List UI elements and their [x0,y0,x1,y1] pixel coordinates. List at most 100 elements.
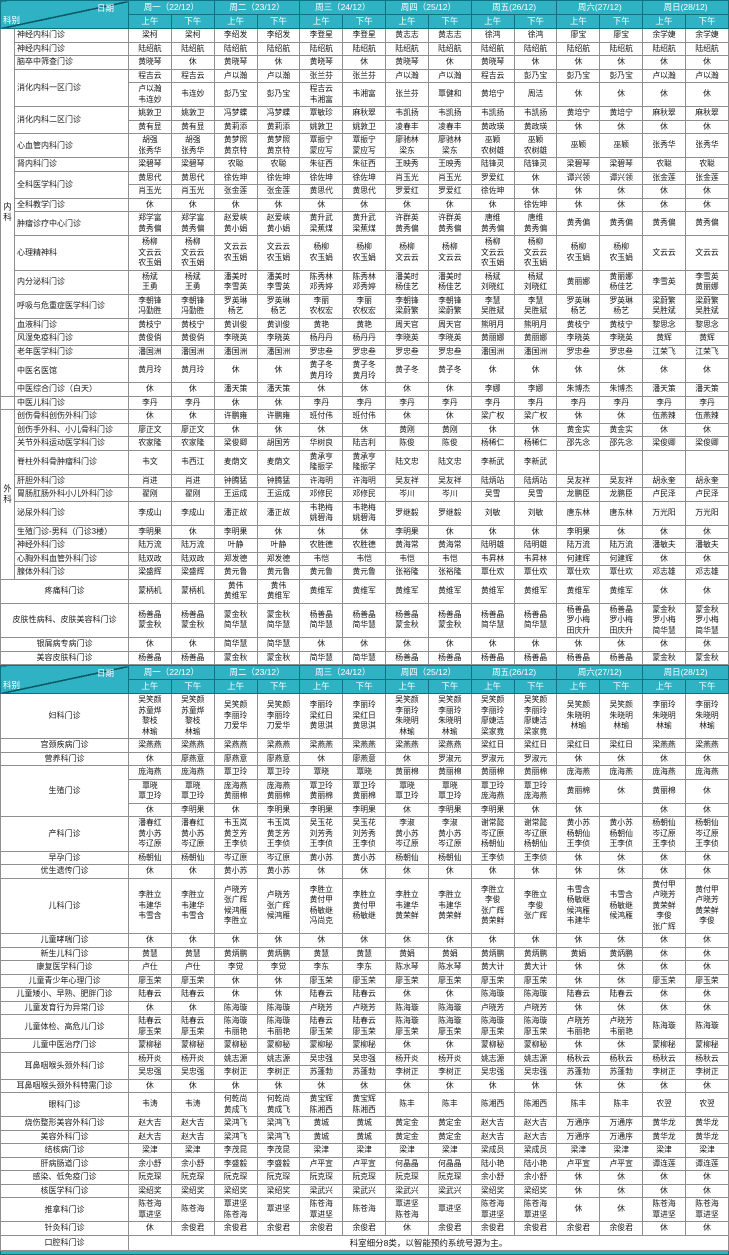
schedule-cell: 黄小苏 [256,864,301,879]
roster-row: 早孕门诊 杨朝仙 杨朝仙 岑辽原 岑辽原 黄小苏 黄小苏 杨朝仙 杨朝仙 王李侦 王李侦休休休休 [0,850,729,865]
schedule-cell: 王映秀 [385,157,429,172]
schedule-cell: 黄丽娜 杨佳艺 [599,269,644,295]
schedule-cell: 杨柳 文云云 农玉娟 [513,235,558,271]
schedule-cell: 罗忠叁 [385,344,429,359]
schedule-cell: 梁武兴 [299,1183,344,1198]
schedule-cell: 陆小艳 [513,1156,558,1171]
schedule-cell: 休 [556,973,601,988]
schedule-cell: 休 [470,1078,515,1093]
schedule-cell: 休 [170,197,215,212]
schedule-cell: 苏蓬勃 [342,1065,387,1080]
schedule-cell: 黄训俊 [256,317,301,332]
schedule-cell: 休 [684,802,729,817]
schedule-cell: 赵大吉 [513,1129,558,1144]
schedule-cell: 吴笑颜 李丽玲 刀爱华 [213,693,258,739]
schedule-cell: 吴笑颜 李丽玲 廖婕洁 梁家竟 [513,693,558,739]
schedule-cell: 郑发德 [213,551,258,566]
schedule-cell: 罗英琳 杨艺 [213,293,258,319]
schedule-cell: 罗忠叁 [556,344,601,359]
department-cell: 中医名医馆 [14,358,129,383]
schedule-cell: 黄秀偏 [599,211,644,236]
schedule-cell: 陈海璇 廖玉荣 [513,1014,558,1039]
schedule-cell: 李丹 [427,395,472,410]
schedule-cell: 徐佐坤 [470,184,515,199]
roster-row: 耳鼻咽喉头颈外科门诊 杨开炎 杨开炎 姚志源 姚志源 吴忠强 吴忠强 杨开炎 杨开炎 姚志源 姚志源… [0,1051,729,1080]
schedule-cell: 巫颖 [599,133,644,158]
schedule-cell: 休 [128,1000,172,1015]
schedule-cell: 麻秋翠 [684,106,729,121]
schedule-cell: 覃卫玲 [213,765,258,780]
schedule-cell: 黄承亨 隆振学 [342,449,387,475]
schedule-cell: 朱博杰 [599,382,644,397]
schedule-cell: 休 [213,987,258,1002]
shift-header-am: 上午 [642,679,686,694]
schedule-cell: 李淑 黄小苏 岑辽原 [385,816,429,852]
schedule-cell: 休 [684,184,729,199]
schedule-cell: 休 [385,933,429,948]
schedule-cell: 休 [385,1078,429,1093]
schedule-cell: 黄梦照 黄京特 [213,133,258,158]
schedule-cell: 农胜德 [299,538,344,553]
schedule-cell: 潘正故 [213,500,258,526]
schedule-cell: 黄维军 [470,578,515,604]
schedule-cell: 黄秀偏 [556,211,601,236]
department-cell: 感染、低免疫门诊 [0,1170,129,1185]
schedule-cell: 徐佐坤 [513,197,558,212]
schedule-cell: 休 [213,197,258,212]
schedule-cell: 杨柳 文云云 农玉娟 [128,235,172,271]
schedule-cell: 休 [256,973,301,988]
schedule-cell: 休 [427,197,472,212]
schedule-cell: 休 [385,1038,429,1053]
schedule-cell: 杨斌 王勇 [128,269,172,295]
schedule-cell: 梁蔚繁 吴胜斌 [642,293,686,319]
schedule-cell: 陆文忠 [427,449,472,475]
schedule-cell: 蒙金秋 罗小梅 简华慧 [642,602,686,638]
schedule-cell: 覃振宁 蒙应写 [342,133,387,158]
schedule-cell: 李觉 [213,960,258,975]
schedule-cell: 陈苍海 覃进坚 [684,1197,729,1222]
schedule-cell: 梁绍奖 [256,1183,301,1198]
schedule-cell: 余小舒 [470,1170,515,1185]
roster-table-lower: 日期 科别 周一（22/12） 周二（23/12） 周三（24/12） 周四（25/12）… [0,665,729,1251]
schedule-cell: 李东 [342,960,387,975]
schedule-cell: 梁柯 [128,28,172,43]
roster-row: 推拿科门诊 陈苍海 覃进坚 陈苍海 覃进坚 陈苍海 覃进坚 陈苍海 覃进坚 陈苍海 覃进坚 陈… [0,1197,729,1222]
schedule-cell: 休 [642,119,686,134]
schedule-cell: 卢平宣 [299,1156,344,1171]
schedule-cell: 梁广权 [513,409,558,424]
schedule-cell: 黄娟 [385,946,429,961]
schedule-cell: 黄娟 [556,946,601,961]
schedule-cell: 邓志雄 [642,565,686,580]
schedule-cell: 覃晓 [342,765,387,780]
schedule-cell: 休 [684,119,729,134]
schedule-cell: 李丽玲 梁红日 黄思淇 [342,693,387,739]
schedule-cell: 梁燕燕 [256,738,301,753]
shift-header-pm: 下午 [684,14,729,29]
schedule-cell: 杨斌 王勇 [170,269,215,295]
schedule-cell: 杨丹丹 [299,331,344,346]
shift-header-am: 上午 [470,14,515,29]
schedule-cell: 唐东林 [599,500,644,526]
schedule-cell: 休 [470,358,515,383]
schedule-cell: 杨柳 农玉娟 [599,235,644,271]
schedule-cell: 谢常懿 岑辽原 杨朝仙 [513,816,558,852]
schedule-cell: 休 [642,1000,686,1015]
schedule-cell: 麻秋翠 [342,106,387,121]
schedule-cell: 黄丽棉 [470,765,515,780]
schedule-cell: 黄城 [342,1116,387,1131]
schedule-cell: 肖玉光 [170,184,215,199]
schedule-cell: 覃仕欢 [513,565,558,580]
schedule-cell: 叶静 [256,538,301,553]
schedule-cell: 梁燕燕 [642,738,686,753]
shift-header-pm: 下午 [342,14,387,29]
schedule-cell: 李明果 [299,802,344,817]
schedule-cell: 李丹 [642,395,686,410]
schedule-cell: 黄维军 [556,578,601,604]
schedule-cell: 休 [599,637,644,652]
schedule-cell: 杨秋云 [599,1051,644,1066]
schedule-cell: 李胜立 黄付甲 杨敏继 [342,877,387,934]
schedule-cell: 休 [513,933,558,948]
shift-header-am: 上午 [556,14,601,29]
schedule-cell: 潘正故 [256,500,301,526]
schedule-cell: 覃振宁 蒙应写 [299,133,344,158]
